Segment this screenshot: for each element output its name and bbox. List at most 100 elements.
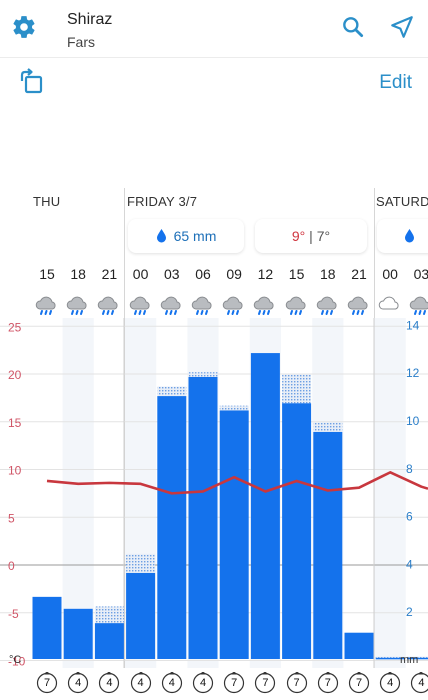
temp-separator: | [305, 228, 317, 244]
precip-range-bar[interactable] [219, 405, 249, 411]
hour-label: 21 [101, 266, 118, 282]
wind-indicator[interactable]: 7 [286, 671, 308, 694]
left-axis-tick: 5 [8, 511, 15, 525]
wind-indicator[interactable]: 4 [67, 671, 89, 694]
precip-bar[interactable] [219, 410, 249, 659]
precip-bar[interactable] [126, 572, 156, 659]
precip-summary-saturday[interactable] [377, 219, 428, 253]
precip-bar[interactable] [406, 657, 428, 660]
navigation-arrow-icon[interactable] [389, 14, 415, 40]
precip-bar[interactable] [32, 596, 62, 659]
left-axis-tick: -10 [8, 655, 26, 669]
right-axis-tick: 10 [406, 414, 420, 428]
wind-indicator[interactable]: 4 [379, 671, 401, 694]
wind-direction-icon [380, 671, 401, 694]
precip-bar[interactable] [313, 431, 343, 659]
wind-indicator[interactable]: 4 [410, 671, 428, 694]
wind-row: 7 4 4 4 4 4 7 7 7 7 7 4 4 [0, 668, 428, 700]
wind-speed: 7 [293, 677, 300, 689]
hour-labels: 15 18 21 00 03 06 09 12 15 18 21 00 03 [0, 266, 428, 284]
hour-label: 21 [351, 266, 367, 282]
wind-indicator[interactable]: 7 [254, 671, 276, 694]
hour-label: 00 [132, 266, 149, 282]
app-header: Shiraz Fars [0, 0, 428, 58]
precip-range-bar[interactable] [157, 386, 187, 397]
wind-speed: 4 [387, 677, 394, 689]
wind-direction-icon [161, 671, 182, 694]
wind-direction-icon [130, 671, 151, 694]
hour-label: 18 [70, 266, 86, 282]
wind-indicator[interactable]: 4 [161, 671, 183, 694]
forecast-chart[interactable]: 25 20 15 10 5 0 -5 -10°C 14 12 10 8 6 4 2 mm [0, 318, 428, 668]
raindrop-icon [156, 229, 166, 243]
precip-bar[interactable] [344, 632, 374, 659]
region-name: Fars [67, 34, 95, 50]
cloud-rain-icon [222, 296, 243, 315]
cloud-rain-icon [160, 296, 181, 315]
day-label-thu[interactable]: THU [33, 194, 61, 209]
cloud-rain-icon [316, 296, 337, 315]
hour-label: 00 [382, 266, 398, 282]
right-axis-tick: 6 [406, 510, 413, 524]
temperature-summary[interactable]: 9° | 7° [255, 219, 367, 253]
wind-indicator[interactable]: 7 [223, 671, 245, 694]
hour-label: 12 [257, 266, 274, 282]
cloud-rain-icon [347, 296, 368, 315]
cloud-rain-icon [191, 296, 212, 315]
wind-direction-icon [317, 671, 338, 694]
precip-range-bar[interactable] [406, 656, 428, 658]
precip-bar[interactable] [188, 376, 218, 659]
wind-speed: 4 [106, 677, 113, 689]
wind-speed: 7 [43, 677, 51, 689]
right-axis-tick: 12 [406, 366, 420, 380]
wind-speed: 4 [75, 677, 82, 689]
precip-range-bar[interactable] [126, 553, 156, 573]
wind-indicator[interactable]: 7 [348, 671, 370, 694]
left-axis-tick: 25 [8, 320, 22, 334]
wind-speed: 4 [168, 677, 175, 689]
hour-label: 03 [413, 266, 428, 282]
cloud-rain-icon [66, 296, 87, 315]
day-label-friday[interactable]: FRIDAY 3/7 [127, 194, 198, 209]
precip-bar[interactable] [375, 657, 405, 660]
wind-indicator[interactable]: 4 [130, 671, 152, 694]
wind-indicator[interactable]: 7 [36, 671, 58, 694]
wind-indicator[interactable]: 4 [192, 671, 214, 694]
precip-range-bar[interactable] [282, 374, 312, 404]
wind-direction-icon [286, 671, 307, 694]
temp-low: 7° [316, 228, 331, 244]
precip-range-bar[interactable] [313, 422, 343, 432]
hour-label: 15 [39, 266, 55, 282]
precip-range-bar[interactable] [375, 656, 405, 658]
column-shade [374, 318, 406, 668]
hour-label: 09 [226, 266, 242, 282]
edit-button[interactable]: Edit [379, 72, 412, 93]
precip-range-bar[interactable] [94, 606, 124, 624]
cloud-rain-icon [285, 296, 306, 315]
city-name[interactable]: Shiraz [67, 11, 113, 28]
search-icon[interactable] [340, 14, 366, 40]
precip-bar[interactable] [282, 403, 312, 659]
gear-icon[interactable] [11, 14, 37, 40]
right-axis-tick: 2 [406, 605, 413, 619]
day-label-saturday[interactable]: SATURD [376, 194, 428, 209]
left-axis-tick: 15 [8, 416, 22, 430]
precip-bar[interactable] [94, 623, 124, 659]
temperature-line[interactable] [46, 471, 428, 495]
wind-direction-icon [36, 671, 58, 694]
cloud-rain-icon [129, 296, 150, 315]
precip-summary[interactable]: 65 mm [128, 219, 244, 253]
precip-bar[interactable] [250, 353, 280, 659]
wind-indicator[interactable]: 4 [98, 671, 120, 694]
precip-bar[interactable] [63, 608, 93, 659]
precip-range-bar[interactable] [188, 372, 218, 377]
cloud-icon [378, 296, 399, 310]
precip-bar[interactable] [157, 396, 187, 659]
right-axis-tick: 14 [406, 318, 420, 332]
hour-label: 06 [195, 266, 211, 282]
wind-indicator[interactable]: 7 [317, 671, 339, 694]
rotate-screen-icon[interactable] [18, 68, 46, 96]
wind-direction-icon [411, 671, 428, 694]
left-axis-tick: 20 [8, 368, 22, 382]
hour-label: 15 [288, 266, 305, 282]
